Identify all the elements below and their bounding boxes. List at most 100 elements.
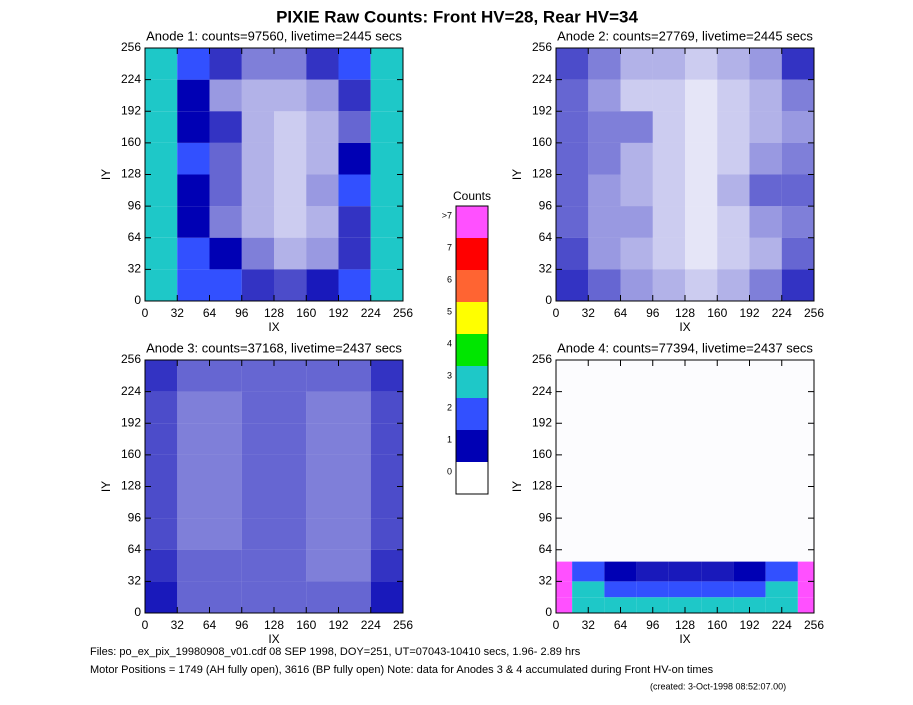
heat-cell — [620, 48, 653, 80]
x-tick-label: 0 — [553, 618, 560, 632]
heat-cell — [370, 391, 403, 424]
heat-cell — [620, 237, 653, 270]
y-tick-label: 0 — [134, 605, 141, 619]
x-tick-label: 256 — [393, 618, 413, 632]
heat-cell — [274, 206, 307, 238]
heat-cell — [241, 360, 274, 392]
heat-cell — [685, 79, 718, 112]
heat-cell — [145, 206, 178, 238]
heat-cell — [209, 360, 242, 392]
panel-title: Anode 1: counts=97560, livetime=2445 sec… — [146, 28, 402, 43]
heat-cell — [177, 518, 210, 550]
heat-cell — [620, 206, 653, 238]
heat-cell — [209, 111, 242, 143]
footer-files: Files: po_ex_pix_19980908_v01.cdf 08 SEP… — [90, 646, 581, 658]
heat-cell — [556, 206, 589, 238]
heat-cell — [274, 360, 307, 392]
colorbar-label: 2 — [447, 402, 452, 412]
heat-cell — [241, 454, 274, 487]
colorbar-frame — [455, 205, 489, 495]
heat-cell — [717, 237, 750, 270]
heat-cell — [797, 561, 814, 582]
x-tick-label: 64 — [203, 306, 217, 320]
heat-cell — [241, 269, 274, 301]
y-tick-label: 192 — [121, 415, 141, 429]
heat-cell — [685, 111, 718, 143]
heat-cell — [177, 360, 210, 392]
heat-cell — [241, 206, 274, 238]
heat-cell — [209, 486, 242, 519]
heat-cell — [781, 174, 814, 207]
heat-cell — [145, 423, 178, 455]
heat-cell — [209, 518, 242, 550]
y-tick-label: 192 — [532, 415, 552, 429]
heat-cell — [717, 174, 750, 207]
x-tick-label: 224 — [361, 306, 381, 320]
y-axis-label: IY — [99, 481, 113, 492]
y-tick-label: 96 — [539, 198, 553, 212]
heat-cell — [781, 269, 814, 301]
heat-cell — [370, 237, 403, 270]
heat-cell — [370, 581, 403, 613]
x-tick-label: 96 — [235, 618, 249, 632]
heat-cell — [241, 518, 274, 550]
y-tick-label: 128 — [121, 479, 141, 493]
x-tick-label: 192 — [328, 306, 348, 320]
heat-cell — [717, 142, 750, 175]
panel-title: Anode 4: counts=77394, livetime=2437 sec… — [557, 340, 813, 355]
y-tick-label: 64 — [128, 542, 142, 556]
heat-cell — [338, 111, 371, 143]
heat-cell — [588, 237, 621, 270]
x-tick-label: 256 — [393, 306, 413, 320]
heat-cell — [733, 597, 766, 613]
heat-cell — [274, 549, 307, 582]
heat-cell — [241, 79, 274, 112]
heat-cell — [733, 581, 766, 598]
heat-cell — [701, 561, 734, 582]
heat-cell — [749, 206, 782, 238]
heat-cell — [668, 581, 702, 598]
heat-cell — [636, 581, 669, 598]
heat-cell — [177, 174, 210, 207]
heat-cell — [556, 581, 573, 598]
heat-cell — [145, 549, 178, 582]
heat-cell — [572, 360, 604, 562]
heat-cell — [338, 79, 371, 112]
heat-cell — [370, 269, 403, 301]
colorbar-swatch — [456, 462, 488, 494]
x-tick-label: 192 — [739, 306, 759, 320]
heat-cell — [306, 581, 339, 613]
heat-cell — [338, 48, 371, 80]
heat-cell — [306, 79, 339, 112]
heat-cell — [177, 48, 210, 80]
heat-cell — [306, 269, 339, 301]
heat-cell — [274, 423, 307, 455]
heat-cell — [209, 237, 242, 270]
x-tick-label: 32 — [582, 618, 596, 632]
heat-cell — [652, 174, 685, 207]
heat-cell — [588, 79, 621, 112]
heat-cell — [652, 48, 685, 80]
colorbar-swatch — [456, 206, 488, 238]
x-axis-label: IX — [268, 320, 279, 334]
y-tick-label: 256 — [532, 40, 552, 54]
heat-cell — [749, 48, 782, 80]
heat-cell — [177, 391, 210, 424]
heat-cell — [717, 206, 750, 238]
heat-cell — [669, 360, 701, 562]
heat-cell — [274, 237, 307, 270]
heat-cell — [620, 269, 653, 301]
heat-cell — [556, 174, 589, 207]
heat-cell — [798, 360, 814, 562]
heat-cell — [766, 360, 798, 562]
colorbar-label: 4 — [447, 338, 452, 348]
heat-cell — [306, 549, 339, 582]
heat-cell — [274, 111, 307, 143]
y-axis-label: IY — [510, 481, 524, 492]
heat-cell — [177, 237, 210, 270]
heat-cell — [209, 206, 242, 238]
x-axis-label: IX — [679, 320, 690, 334]
heat-cell — [733, 360, 765, 562]
heat-cell — [209, 142, 242, 175]
